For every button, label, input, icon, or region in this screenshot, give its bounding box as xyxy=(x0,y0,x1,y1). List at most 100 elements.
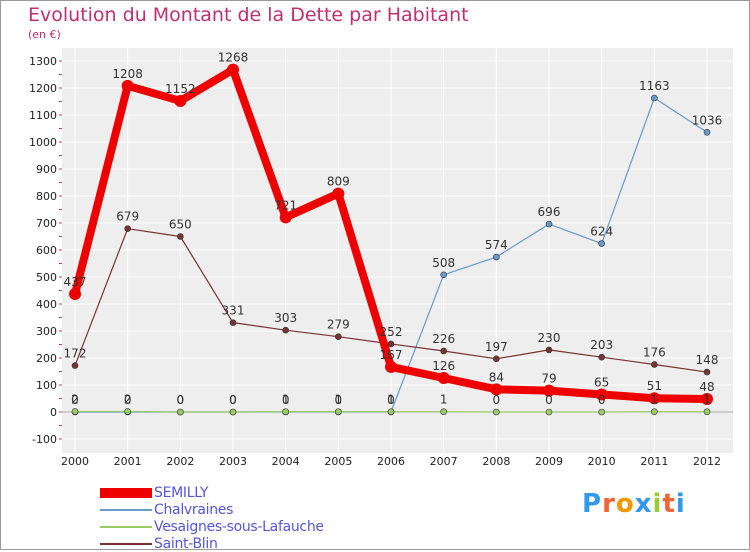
data-label-vesaignes: 1 xyxy=(703,393,711,407)
x-tick-label: 2011 xyxy=(640,455,668,468)
data-point-saint-blin xyxy=(493,355,500,363)
y-tick-label: 300 xyxy=(36,325,57,338)
x-tick-label: 2009 xyxy=(535,455,563,468)
data-label-saint-blin: 303 xyxy=(274,311,297,325)
data-point-vesaignes xyxy=(703,408,711,416)
data-point-vesaignes xyxy=(598,408,605,416)
x-tick-label: 2008 xyxy=(482,455,510,468)
data-label-chalvraines: 508 xyxy=(432,256,455,270)
data-label-semilly: 721 xyxy=(274,198,297,212)
data-label-saint-blin: 230 xyxy=(538,331,561,345)
y-tick-label: 400 xyxy=(36,298,57,311)
data-label-semilly: 437 xyxy=(64,275,87,289)
data-point-saint-blin xyxy=(229,319,237,326)
legend-label-vesaignes: Vesaignes-sous-Lafauche xyxy=(154,518,324,535)
legend-swatch-vesaignes xyxy=(100,525,152,528)
data-point-chalvraines xyxy=(703,128,711,136)
data-point-vesaignes xyxy=(387,408,395,416)
data-label-chalvraines: 1163 xyxy=(639,79,670,93)
data-label-chalvraines: 624 xyxy=(590,225,613,239)
data-point-saint-blin xyxy=(282,326,289,334)
data-point-chalvraines xyxy=(493,253,500,261)
x-tick-label: 2002 xyxy=(166,455,194,468)
data-point-vesaignes xyxy=(124,408,131,415)
data-label-semilly: 1152 xyxy=(165,82,196,96)
data-point-semilly xyxy=(121,79,134,92)
data-label-saint-blin: 176 xyxy=(643,345,666,359)
data-point-semilly xyxy=(227,63,239,76)
data-label-chalvraines: 574 xyxy=(485,238,508,252)
x-tick-label: 2005 xyxy=(324,455,352,468)
data-label-semilly: 809 xyxy=(327,175,350,189)
data-point-vesaignes xyxy=(229,408,237,416)
data-label-saint-blin: 650 xyxy=(169,218,192,232)
data-point-vesaignes xyxy=(493,408,500,416)
data-label-vesaignes: 0 xyxy=(545,393,553,407)
data-point-vesaignes xyxy=(71,408,79,415)
data-point-saint-blin xyxy=(387,340,395,348)
data-point-vesaignes xyxy=(282,408,289,416)
data-label-chalvraines: 0 xyxy=(387,393,395,407)
legend-label-chalvraines: Chalvraines xyxy=(154,501,234,518)
data-label-semilly: 48 xyxy=(699,380,714,394)
chart-title: Evolution du Montant de la Dette par Hab… xyxy=(28,4,469,26)
logo-letter: x xyxy=(634,489,653,519)
data-label-saint-blin: 679 xyxy=(116,210,139,224)
data-point-saint-blin xyxy=(440,347,447,355)
data-label-chalvraines: 0 xyxy=(229,393,237,407)
data-point-vesaignes xyxy=(440,408,447,416)
y-tick-label: 0 xyxy=(50,406,57,419)
y-tick-label: 800 xyxy=(36,190,57,203)
data-label-vesaignes: 0 xyxy=(598,393,606,407)
logo-letter: r xyxy=(602,489,616,519)
data-point-vesaignes xyxy=(335,408,342,416)
y-tick-label: 1100 xyxy=(29,109,57,122)
x-tick-label: 2012 xyxy=(693,455,721,468)
data-label-chalvraines: 0 xyxy=(282,393,290,407)
data-point-semilly xyxy=(595,388,608,401)
legend-item-saint-blin: Saint-Blin xyxy=(100,535,324,552)
data-label-semilly: 65 xyxy=(594,375,609,389)
data-label-vesaignes: 1 xyxy=(440,393,448,407)
data-point-semilly xyxy=(69,288,81,301)
y-tick-label: 1300 xyxy=(29,55,57,68)
data-point-chalvraines xyxy=(598,240,605,247)
data-point-vesaignes xyxy=(545,408,553,416)
data-label-vesaignes: 1 xyxy=(651,393,659,407)
data-point-saint-blin xyxy=(71,362,79,369)
data-label-semilly: 51 xyxy=(647,379,662,393)
data-label-vesaignes: 1 xyxy=(387,393,395,407)
x-tick-label: 2003 xyxy=(219,455,247,468)
data-point-vesaignes xyxy=(177,408,184,416)
y-tick-label: 1200 xyxy=(29,82,57,95)
data-label-vesaignes: 0 xyxy=(493,393,501,407)
data-point-semilly xyxy=(701,393,713,406)
legend-swatch-saint-blin xyxy=(100,542,152,545)
data-label-semilly: 84 xyxy=(489,370,504,384)
data-label-saint-blin: 252 xyxy=(380,325,403,339)
data-point-saint-blin xyxy=(124,225,131,232)
data-label-chalvraines: 0 xyxy=(124,393,132,407)
legend-item-semilly: SEMILLY xyxy=(100,484,324,501)
y-tick-label: 600 xyxy=(36,244,57,257)
data-point-semilly xyxy=(385,360,397,373)
data-label-semilly: 79 xyxy=(541,372,556,386)
data-label-vesaignes: 0 xyxy=(229,393,237,407)
data-point-semilly xyxy=(332,187,345,200)
data-label-vesaignes: 0 xyxy=(177,393,185,407)
y-tick-label: 500 xyxy=(36,271,57,284)
legend-label-saint-blin: Saint-Blin xyxy=(154,535,218,552)
data-label-chalvraines: 0 xyxy=(71,393,79,407)
data-point-saint-blin xyxy=(545,346,553,354)
y-tick-label: 200 xyxy=(36,352,57,365)
legend-label-semilly: SEMILLY xyxy=(154,484,209,501)
y-tick-label: 700 xyxy=(36,217,57,230)
proxiti-logo: Proxiti xyxy=(582,489,686,519)
logo-letter: i xyxy=(652,489,663,519)
x-tick-label: 2000 xyxy=(61,455,89,468)
data-label-chalvraines: 0 xyxy=(335,393,343,407)
data-label-saint-blin: 148 xyxy=(696,353,719,367)
x-tick-label: 2004 xyxy=(272,455,300,468)
data-point-semilly xyxy=(437,371,450,384)
